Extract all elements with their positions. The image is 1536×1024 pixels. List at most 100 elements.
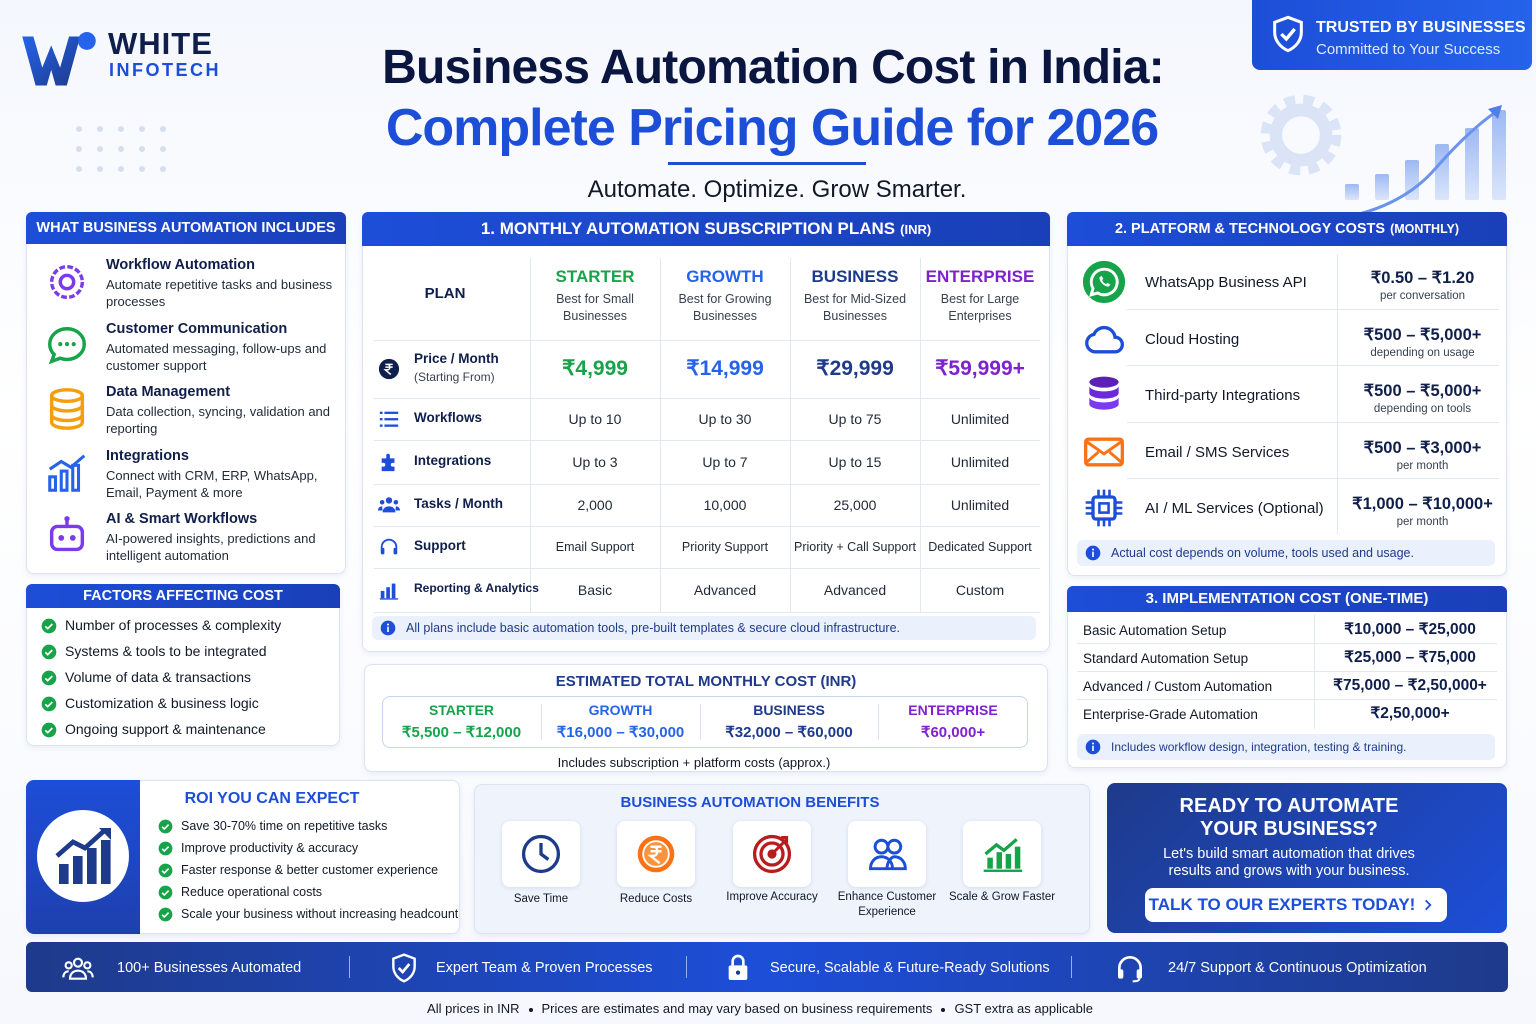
roi-item: Improve productivity & accuracy [181,841,359,855]
icon-shape [1099,275,1111,287]
title-underline [668,162,866,165]
tier-range: ₹5,500 – ₹12,000 [401,724,522,741]
icon-shape [72,957,84,968]
panel-header: FACTORS AFFECTING COST [26,584,340,608]
footer-icon [388,952,420,984]
table-cell: Advanced [823,581,887,598]
platform-name: Email / SMS Services [1145,443,1290,461]
icon-shape [59,840,111,884]
table-cell: 10,000 [703,496,747,513]
row-sublabel: (Starting From) [414,370,495,384]
feature-desc: Data collection, syncing, validation and… [106,404,331,436]
decor-dot [139,126,145,132]
factor-text: Ongoing support & maintenance [65,721,266,737]
benefit-icon [634,832,678,876]
cta-text: Let's build smart automation that drives… [1163,846,1415,879]
platform-name: Cloud Hosting [1145,330,1240,348]
icon-shape [869,855,907,871]
icon-shape [1082,260,1126,304]
icon-shape [49,516,85,552]
icon-shape [41,670,57,686]
icon-shape [521,834,561,874]
icon-shape [983,838,1023,872]
icon-shape [392,953,416,983]
feature-desc: Automated messaging, follow-ups and cust… [106,340,327,373]
icon-shape [1260,94,1342,176]
icon-shape [1280,27,1296,42]
icon-shape [62,957,94,980]
platform-unit: per month [1396,516,1449,528]
footer-divider [1071,956,1072,978]
table-cell: Priority Support [681,539,769,554]
table-vline [920,258,921,612]
tier-name: ENTERPRISE [908,702,998,718]
table-cell: Up to 7 [702,453,748,470]
platform-title-unit: (MONTHLY) [1390,222,1460,236]
icon-shape [1089,376,1119,410]
panel-header: 3. IMPLEMENTATION COST (ONE-TIME) [1067,586,1507,612]
icon-shape [99,828,111,840]
icon-shape [392,953,416,983]
icon-shape [158,863,173,878]
table-cell: Dedicated Support [928,539,1032,554]
decor-dot [97,126,103,132]
table-vline [1314,615,1315,729]
price-cell: ₹4,999 [562,357,628,381]
footer-icon [62,952,94,984]
impl-price: ₹10,000 – ₹25,000 [1344,621,1476,638]
icon-shape [49,264,85,300]
icon-shape [1085,489,1123,527]
icon-shape [83,961,92,970]
roi-item: Faster response & better customer experi… [181,863,439,877]
icon-shape [647,845,662,865]
icon-shape [1273,15,1303,53]
icon-shape [161,846,170,853]
icon-shape [1425,899,1432,911]
icon-shape [1089,396,1119,410]
row-label: Support [414,538,466,553]
plan-desc: Best for Growing Businesses [678,292,772,323]
check-icon [158,841,173,856]
icon-shape [1005,854,1012,869]
note-text: All plans include basic automation tools… [406,621,901,635]
icon-shape [41,644,57,660]
benefit-label: Improve Accuracy [726,891,818,903]
icon-shape [69,535,76,541]
icon-shape [44,701,53,708]
plan-name: BUSINESS [811,267,899,286]
estimate-title: ESTIMATED TOTAL MONTHLY COST (INR) [555,673,857,690]
icon-shape [49,388,85,404]
icon-shape [984,838,1018,856]
icon-shape [381,453,395,472]
icon-shape [1084,437,1124,466]
icon-shape [380,538,398,549]
table-cell: Unlimited [950,496,1010,513]
footer-divider [686,956,687,978]
icon-shape [379,411,383,414]
cta-button[interactable]: TALK TO OUR EXPERTS TODAY! [1145,888,1447,922]
icon-shape [44,675,53,682]
icon-shape [73,856,83,884]
icon-shape [380,620,396,636]
icon-shape [382,506,396,513]
note-box [372,616,1036,640]
platform-name: Third-party Integrations [1145,387,1301,404]
row-separator [1077,671,1497,672]
icon-shape [59,864,69,884]
icon-shape [384,418,399,421]
icon-shape [1014,846,1021,869]
roi-icon [35,808,131,904]
icon-shape [1136,969,1142,979]
feature-icon [44,323,90,369]
icon-shape [59,469,69,492]
icon-shape [1118,956,1142,983]
row-label: Price / Month [414,351,499,366]
icon-shape [58,273,76,291]
platform-price: ₹500 – ₹3,000+ [1363,438,1482,457]
decor-dot [139,146,145,152]
icon-shape [41,722,57,738]
footer-note: GST extra as applicable [954,1001,1093,1016]
icon-shape [752,834,792,874]
footer-item: 100+ Businesses Automated [117,960,302,976]
tier-name: BUSINESS [753,702,825,718]
